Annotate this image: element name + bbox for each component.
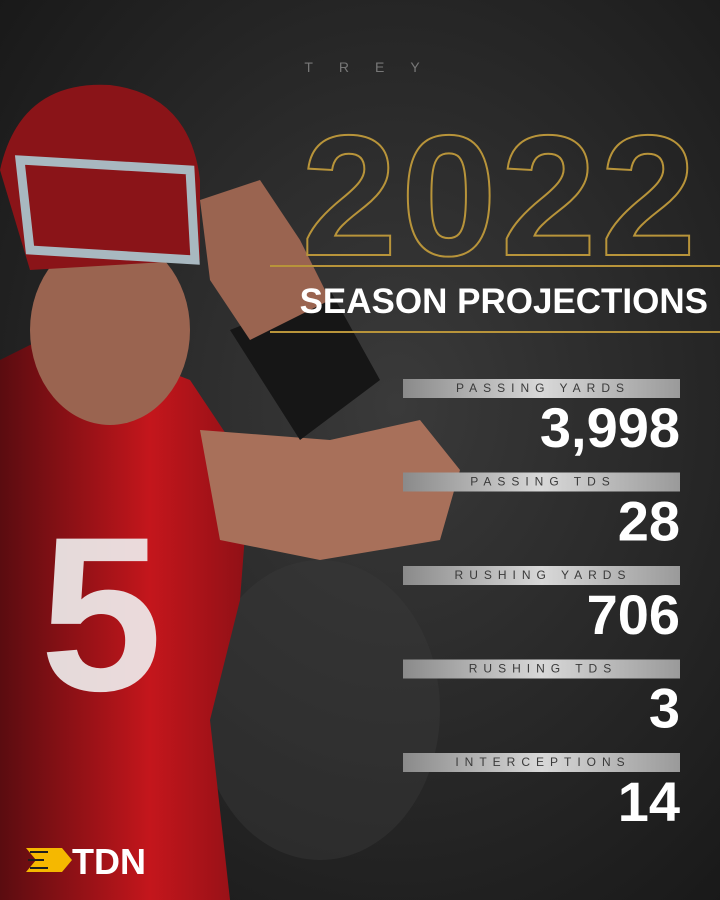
svg-text:5: 5 xyxy=(40,491,162,737)
stat-value: 706 xyxy=(587,583,680,646)
faded-photo xyxy=(200,560,440,860)
stat-value: 14 xyxy=(618,770,680,833)
first-name: TREY xyxy=(304,59,445,75)
logo: TDN xyxy=(26,841,146,882)
stat-label-bar xyxy=(403,379,680,398)
subtitle: SEASON PROJECTIONS xyxy=(300,282,708,321)
stat-value: 28 xyxy=(618,490,680,553)
year: 2022 xyxy=(301,100,700,292)
stat-value: 3,998 xyxy=(540,396,680,459)
stat-label: PASSING YARDS xyxy=(456,381,630,395)
stat-value: 3 xyxy=(649,677,680,740)
logo-text: TDN xyxy=(72,841,146,882)
stat-label-bar xyxy=(403,472,680,492)
stat-label-bar xyxy=(403,753,680,772)
stat-label: RUSHING TDS xyxy=(469,662,617,676)
stat-label-bar xyxy=(403,659,680,679)
stat-label: RUSHING YARDS xyxy=(455,568,632,582)
stat-label-bar xyxy=(403,566,680,585)
player-photo: 5 xyxy=(0,84,460,900)
stat-label: PASSING TDS xyxy=(470,475,616,489)
stat-label: INTERCEPTIONS xyxy=(455,755,630,769)
